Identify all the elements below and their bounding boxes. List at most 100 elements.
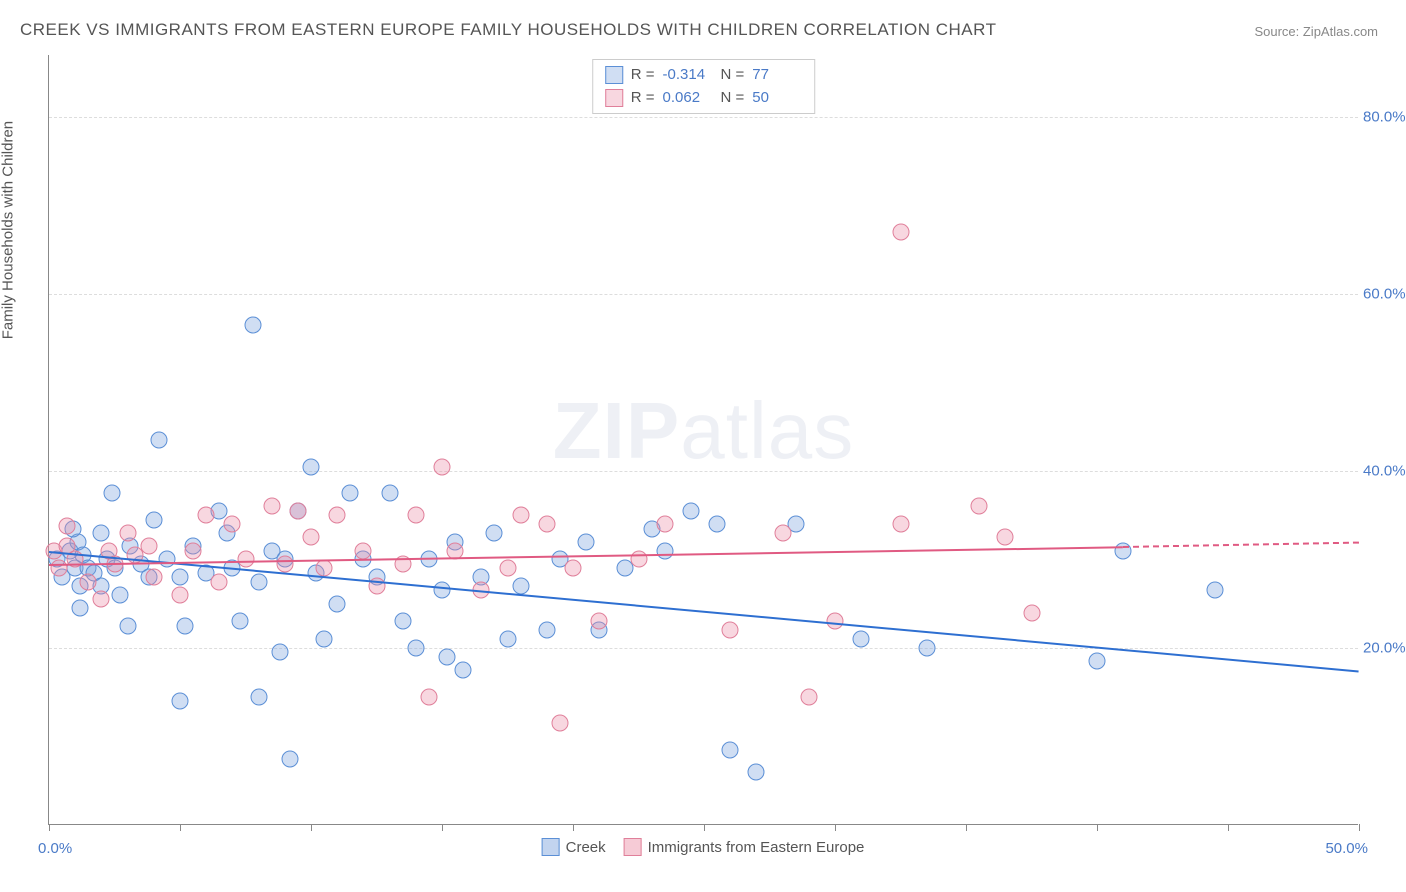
scatter-point bbox=[172, 586, 189, 603]
scatter-point bbox=[434, 582, 451, 599]
x-tick bbox=[311, 824, 312, 831]
scatter-point bbox=[709, 516, 726, 533]
trend-line-dashed bbox=[1123, 542, 1359, 548]
plot-area: ZIPatlas R =-0.314N =77R =0.062N =50 20.… bbox=[48, 55, 1358, 825]
x-max-label: 50.0% bbox=[1325, 840, 1368, 857]
scatter-point bbox=[774, 524, 791, 541]
scatter-point bbox=[263, 498, 280, 515]
scatter-point bbox=[303, 529, 320, 546]
scatter-point bbox=[271, 644, 288, 661]
scatter-point bbox=[551, 715, 568, 732]
gridline bbox=[49, 471, 1358, 472]
scatter-point bbox=[918, 639, 935, 656]
legend-item: Immigrants from Eastern Europe bbox=[624, 838, 865, 856]
scatter-point bbox=[578, 533, 595, 550]
gridline bbox=[49, 648, 1358, 649]
scatter-point bbox=[682, 502, 699, 519]
scatter-point bbox=[151, 432, 168, 449]
scatter-point bbox=[316, 631, 333, 648]
scatter-point bbox=[145, 569, 162, 586]
scatter-point bbox=[800, 688, 817, 705]
source-label: Source: ZipAtlas.com bbox=[1254, 24, 1378, 39]
chart-title: CREEK VS IMMIGRANTS FROM EASTERN EUROPE … bbox=[20, 20, 996, 40]
scatter-point bbox=[316, 560, 333, 577]
scatter-point bbox=[172, 693, 189, 710]
scatter-point bbox=[140, 538, 157, 555]
watermark: ZIPatlas bbox=[553, 384, 854, 476]
scatter-point bbox=[250, 573, 267, 590]
scatter-point bbox=[892, 224, 909, 241]
scatter-point bbox=[224, 516, 241, 533]
scatter-point bbox=[853, 631, 870, 648]
x-tick bbox=[1228, 824, 1229, 831]
scatter-point bbox=[722, 741, 739, 758]
x-tick bbox=[966, 824, 967, 831]
scatter-point bbox=[1089, 653, 1106, 670]
legend-r-value: 0.062 bbox=[663, 87, 713, 110]
scatter-point bbox=[303, 458, 320, 475]
scatter-point bbox=[1206, 582, 1223, 599]
legend-swatch bbox=[542, 838, 560, 856]
scatter-point bbox=[111, 586, 128, 603]
scatter-point bbox=[748, 763, 765, 780]
scatter-point bbox=[512, 578, 529, 595]
legend-item: Creek bbox=[542, 838, 606, 856]
scatter-point bbox=[145, 511, 162, 528]
legend-r-label: R = bbox=[631, 64, 655, 87]
legend-swatch bbox=[605, 89, 623, 107]
scatter-point bbox=[499, 560, 516, 577]
y-tick-label: 40.0% bbox=[1363, 462, 1406, 479]
scatter-point bbox=[276, 555, 293, 572]
scatter-point bbox=[119, 524, 136, 541]
x-tick bbox=[704, 824, 705, 831]
y-tick-label: 20.0% bbox=[1363, 639, 1406, 656]
x-tick bbox=[49, 824, 50, 831]
scatter-point bbox=[420, 688, 437, 705]
scatter-point bbox=[565, 560, 582, 577]
scatter-point bbox=[434, 458, 451, 475]
scatter-point bbox=[656, 542, 673, 559]
y-tick-label: 80.0% bbox=[1363, 108, 1406, 125]
scatter-point bbox=[198, 507, 215, 524]
scatter-point bbox=[394, 613, 411, 630]
scatter-point bbox=[282, 750, 299, 767]
scatter-point bbox=[329, 595, 346, 612]
legend-n-value: 77 bbox=[752, 64, 802, 87]
legend-series: Creek Immigrants from Eastern Europe bbox=[542, 838, 865, 856]
gridline bbox=[49, 117, 1358, 118]
scatter-point bbox=[172, 569, 189, 586]
legend-label: Immigrants from Eastern Europe bbox=[648, 839, 865, 856]
y-tick-label: 60.0% bbox=[1363, 285, 1406, 302]
scatter-point bbox=[892, 516, 909, 533]
scatter-point bbox=[177, 617, 194, 634]
trend-line bbox=[49, 551, 1359, 672]
scatter-point bbox=[538, 516, 555, 533]
scatter-point bbox=[486, 524, 503, 541]
scatter-point bbox=[329, 507, 346, 524]
scatter-point bbox=[185, 542, 202, 559]
scatter-point bbox=[245, 316, 262, 333]
scatter-point bbox=[407, 507, 424, 524]
x-tick bbox=[1097, 824, 1098, 831]
scatter-point bbox=[93, 524, 110, 541]
x-tick bbox=[442, 824, 443, 831]
scatter-point bbox=[80, 573, 97, 590]
legend-swatch bbox=[605, 66, 623, 84]
scatter-point bbox=[355, 542, 372, 559]
legend-r-label: R = bbox=[631, 87, 655, 110]
legend-n-value: 50 bbox=[752, 87, 802, 110]
chart-container: CREEK VS IMMIGRANTS FROM EASTERN EUROPE … bbox=[0, 0, 1406, 892]
scatter-point bbox=[656, 516, 673, 533]
scatter-point bbox=[342, 485, 359, 502]
scatter-point bbox=[211, 573, 228, 590]
scatter-point bbox=[59, 517, 76, 534]
scatter-point bbox=[119, 617, 136, 634]
legend-r-value: -0.314 bbox=[663, 64, 713, 87]
scatter-point bbox=[232, 613, 249, 630]
scatter-point bbox=[250, 688, 267, 705]
x-tick bbox=[1359, 824, 1360, 831]
gridline bbox=[49, 294, 1358, 295]
x-min-label: 0.0% bbox=[38, 840, 72, 857]
scatter-point bbox=[103, 485, 120, 502]
scatter-point bbox=[51, 560, 68, 577]
